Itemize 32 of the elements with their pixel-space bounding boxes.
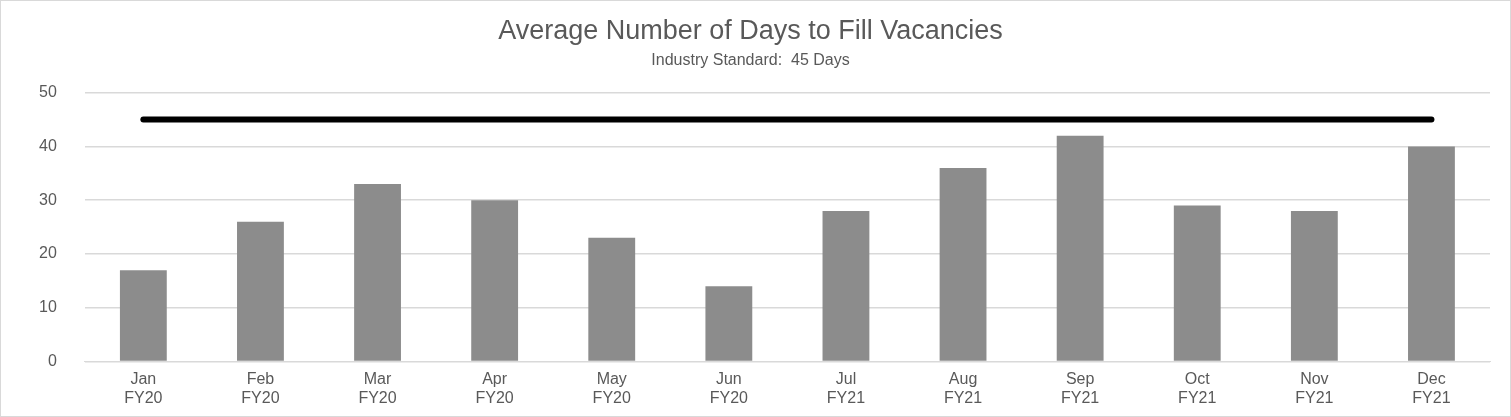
x-tick-label: Feb FY20: [241, 369, 280, 406]
x-tick-label: Jan FY20: [124, 369, 163, 406]
x-tick-label: Oct FY21: [1178, 369, 1217, 406]
x-tick-label: Jun FY20: [709, 369, 749, 406]
y-tick-label: 40: [39, 136, 57, 154]
bar: [822, 210, 870, 361]
x-tick-label: Dec FY21: [1412, 369, 1451, 406]
bar: [471, 200, 519, 361]
y-tick-label: 30: [39, 190, 57, 208]
y-tick-label: 0: [47, 352, 57, 370]
y-tick-label: 50: [39, 83, 57, 101]
bar: [1290, 210, 1338, 361]
y-tick-label: 20: [39, 244, 57, 262]
chart-subtitle: Industry Standard: 45 Days: [651, 51, 850, 69]
x-tick-label: Nov FY21: [1295, 369, 1334, 406]
bar: [939, 167, 987, 361]
x-tick-label: Jul FY21: [826, 369, 866, 406]
bar: [1408, 146, 1455, 361]
x-tick-label: May FY20: [592, 369, 631, 406]
bar: [237, 221, 284, 361]
bar: [354, 184, 401, 361]
chart-title: Average Number of Days to Fill Vacancies: [498, 14, 1003, 45]
bar: [1056, 135, 1104, 361]
bar: [705, 286, 753, 361]
bar: [1173, 205, 1221, 361]
x-tick-label: Apr FY20: [475, 369, 514, 406]
x-tick-label: Mar FY20: [358, 369, 397, 406]
y-tick-label: 10: [39, 298, 57, 316]
bar: [588, 237, 636, 361]
x-tick-label: Sep FY21: [1061, 369, 1100, 406]
bar: [119, 270, 167, 361]
x-tick-label: Aug FY21: [943, 369, 983, 406]
